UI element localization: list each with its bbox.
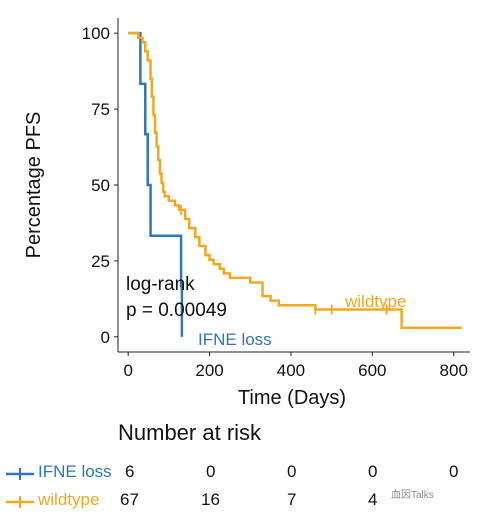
risk-row-ifne-loss: IFNE loss 6 0 0 0 0 (0, 462, 480, 486)
logrank-label: log-rank (126, 274, 195, 295)
wildtype-legend-key (6, 496, 34, 508)
km-curve-wildtype (128, 31, 462, 329)
risk-value: 67 (120, 490, 139, 509)
plot-area: 0 25 50 75 100 0 200 400 600 800 Time (Days) Percen… (23, 18, 470, 409)
risk-table-title: Number at risk (118, 420, 262, 445)
km-curve-ifne-loss (128, 31, 184, 337)
risk-value: 0 (449, 462, 459, 481)
y-axis-label: Percentage PFS (23, 112, 45, 259)
x-tick-label: 0 (123, 361, 132, 380)
x-tick-label: 600 (358, 361, 386, 380)
x-axis-label: Time (Days) (238, 387, 346, 409)
risk-value: 6 (125, 462, 135, 481)
risk-row-label: IFNE loss (38, 462, 112, 481)
wildtype-curve-label: wildtype (344, 292, 406, 311)
risk-value: 0 (368, 462, 378, 481)
x-tick-label: 200 (195, 361, 223, 380)
ifne-loss-legend-key (6, 468, 34, 480)
x-tick-label: 400 (277, 361, 305, 380)
watermark-text: 血因Talks (391, 490, 434, 501)
p-value-label: p = 0.00049 (126, 300, 227, 321)
risk-row-wildtype: wildtype 67 16 7 4 (0, 490, 480, 514)
y-tick-label: 50 (91, 176, 110, 195)
x-tick-label: 800 (440, 361, 468, 380)
ifne-loss-curve-label: IFNE loss (198, 330, 272, 349)
risk-value: 7 (287, 490, 297, 509)
risk-value: 0 (206, 462, 216, 481)
y-tick-label: 25 (91, 252, 110, 271)
risk-value: 16 (201, 490, 220, 509)
y-tick-label: 75 (91, 100, 110, 119)
risk-value: 4 (368, 490, 378, 509)
risk-value: 0 (287, 462, 297, 481)
y-tick-label: 100 (82, 24, 110, 43)
y-tick-label: 0 (101, 328, 110, 347)
risk-row-label: wildtype (38, 490, 100, 509)
